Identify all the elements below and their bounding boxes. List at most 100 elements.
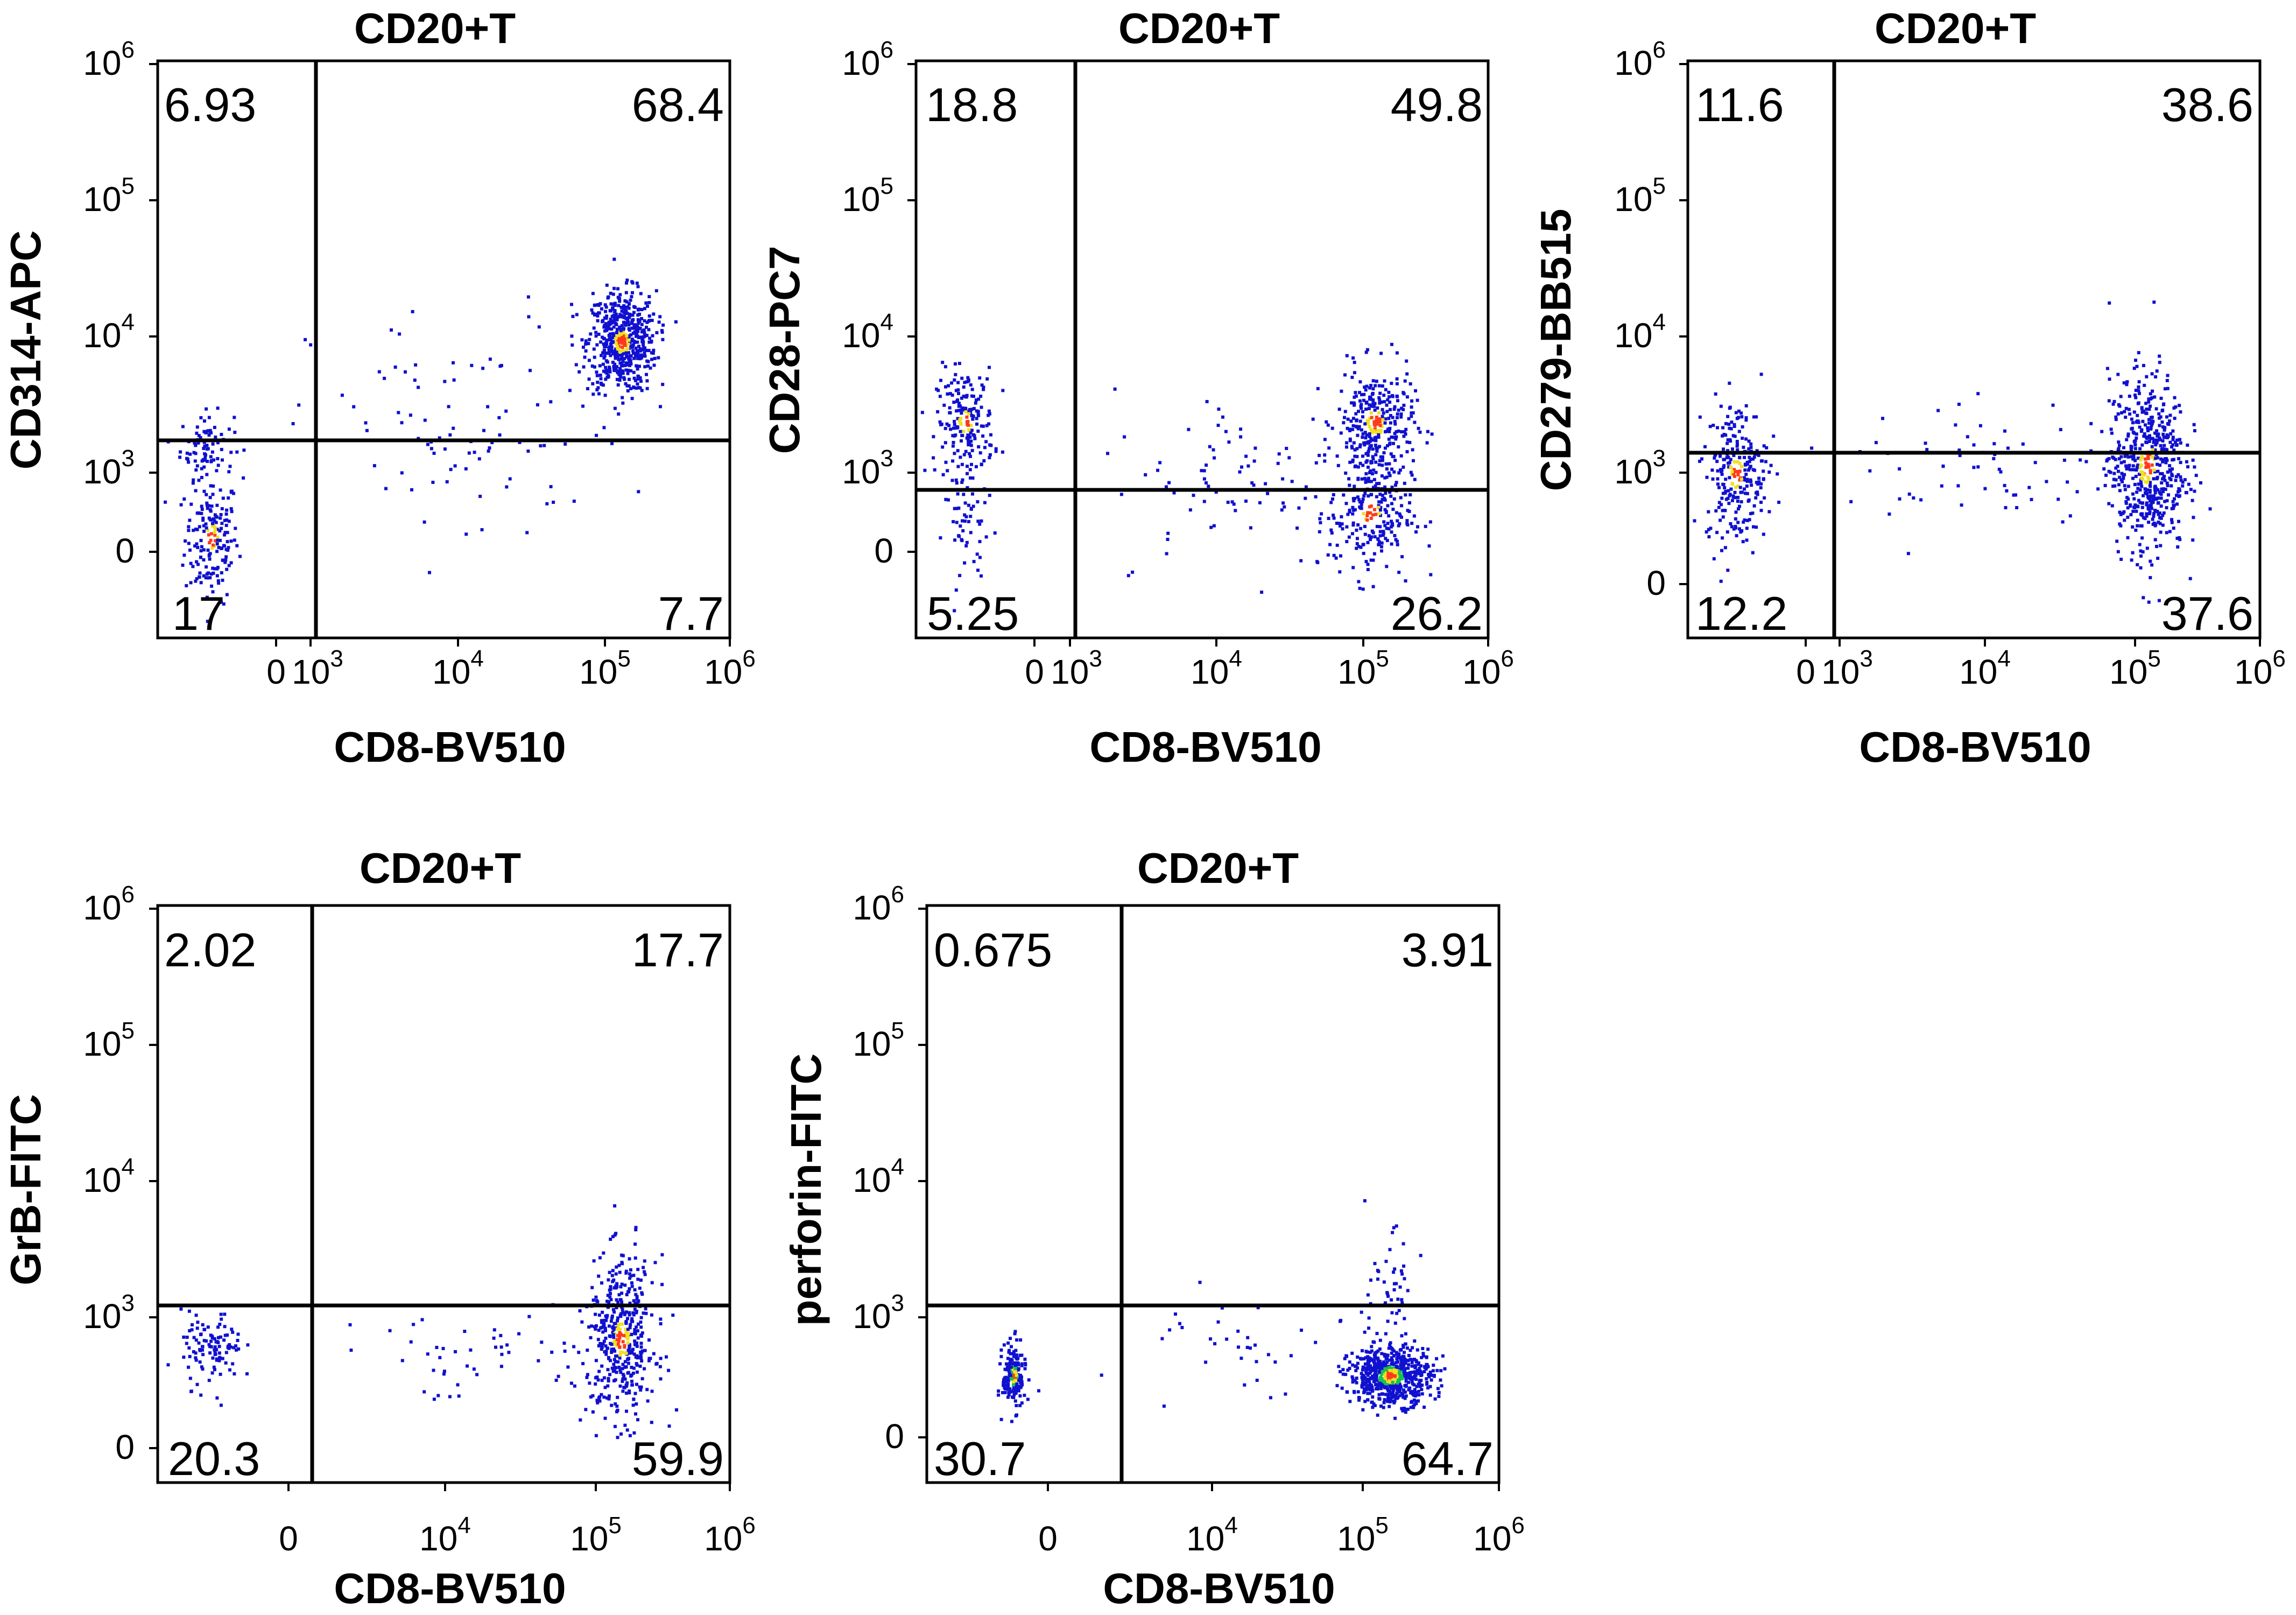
event-dot — [636, 1329, 639, 1333]
event-dot — [2137, 498, 2140, 502]
event-dot — [623, 1344, 626, 1347]
panel-2-x-tick-3: 105 — [1337, 645, 1389, 691]
event-dot — [2105, 367, 2109, 370]
event-dot — [610, 1274, 614, 1277]
event-dot — [412, 1323, 415, 1326]
event-dot — [441, 1347, 445, 1350]
panel-2-y-axis-label: CD28-PC7 — [760, 246, 808, 454]
event-dot — [2166, 484, 2170, 487]
panel-4-y-tick-2: 104 — [83, 1154, 135, 1199]
event-dot — [1741, 540, 1745, 544]
event-dot — [2126, 484, 2130, 488]
event-dot — [976, 568, 980, 572]
panel-1-y-tick-2: 104 — [83, 309, 135, 355]
event-dot — [1345, 525, 1349, 529]
event-dot — [621, 1308, 624, 1311]
event-dot — [1244, 499, 1248, 503]
event-dot — [615, 1338, 619, 1342]
event-dot — [1382, 520, 1386, 524]
event-dot — [1015, 1373, 1018, 1377]
event-dot — [1253, 1343, 1257, 1347]
event-dot — [600, 1343, 604, 1346]
event-dot — [1360, 1372, 1363, 1375]
event-dot — [1398, 1387, 1402, 1391]
event-dot — [1337, 408, 1341, 411]
event-dot — [628, 1272, 632, 1276]
event-dot — [1754, 496, 1758, 500]
event-dot — [1205, 400, 1209, 403]
event-dot — [971, 415, 975, 418]
event-dot — [1362, 1357, 1366, 1361]
event-dot — [626, 1371, 630, 1374]
event-dot — [957, 362, 961, 366]
event-dot — [192, 1350, 195, 1353]
event-dot — [1887, 512, 1891, 516]
event-dot — [633, 1339, 637, 1343]
event-dot — [600, 1319, 603, 1323]
event-dot — [2122, 476, 2125, 480]
event-dot — [659, 1377, 663, 1381]
event-dot — [1392, 497, 1396, 501]
event-dot — [1351, 424, 1355, 427]
event-dot — [1381, 1381, 1384, 1385]
event-dot — [1724, 433, 1728, 437]
event-dot — [1759, 509, 1763, 512]
event-dot — [1360, 507, 1363, 510]
event-dot — [637, 321, 640, 325]
event-dot — [1425, 1381, 1429, 1384]
event-dot — [452, 361, 455, 364]
event-dot — [636, 1268, 640, 1272]
event-dot — [1712, 424, 1715, 427]
event-dot — [2183, 478, 2187, 482]
event-dot — [194, 1338, 198, 1342]
event-dot — [198, 571, 202, 575]
event-dot — [2113, 484, 2117, 488]
event-dot — [1403, 481, 1406, 485]
event-dot — [2143, 383, 2146, 387]
event-dot — [1232, 502, 1236, 506]
panel-1-x-ticks: 0 103 104 105 106 — [266, 638, 756, 691]
event-dot — [2119, 455, 2123, 459]
event-dot — [1737, 430, 1741, 433]
event-dot — [1353, 448, 1357, 452]
event-dot — [1734, 525, 1737, 528]
event-dot — [2160, 487, 2164, 491]
event-dot — [2154, 453, 2158, 457]
event-dot — [1353, 1379, 1357, 1382]
event-dot — [2168, 469, 2172, 473]
event-dot — [580, 1320, 584, 1324]
event-dot — [2104, 473, 2108, 477]
event-dot — [1389, 414, 1392, 417]
event-dot — [1388, 1405, 1391, 1408]
event-dot — [2165, 459, 2169, 462]
event-dot — [1019, 1338, 1023, 1342]
event-dot — [621, 336, 624, 340]
event-dot — [612, 334, 616, 337]
event-dot — [1382, 533, 1385, 537]
event-dot — [1002, 1380, 1005, 1384]
event-dot — [2135, 509, 2138, 513]
event-dot — [621, 331, 624, 335]
event-dot — [504, 409, 508, 413]
event-dot — [1356, 495, 1360, 499]
event-dot — [438, 1356, 442, 1359]
event-dot — [198, 575, 201, 579]
event-dot — [1954, 423, 1957, 427]
event-dot — [602, 351, 606, 355]
event-dot — [1719, 518, 1722, 522]
event-dot — [470, 363, 474, 367]
event-dot — [1437, 1391, 1441, 1394]
panel-3-quadrant-upper-right: 38.6 — [2161, 78, 2253, 131]
event-dot — [1403, 1370, 1407, 1373]
event-dot — [651, 352, 655, 355]
event-dot — [2114, 466, 2118, 470]
event-dot — [226, 540, 229, 544]
event-dot — [1384, 1260, 1388, 1263]
event-dot — [969, 383, 973, 387]
event-dot — [1360, 403, 1363, 406]
event-dot — [590, 364, 594, 368]
event-dot — [2155, 429, 2159, 433]
event-dot — [632, 1366, 636, 1370]
event-dot — [1719, 404, 1723, 408]
event-dot — [1334, 556, 1338, 560]
